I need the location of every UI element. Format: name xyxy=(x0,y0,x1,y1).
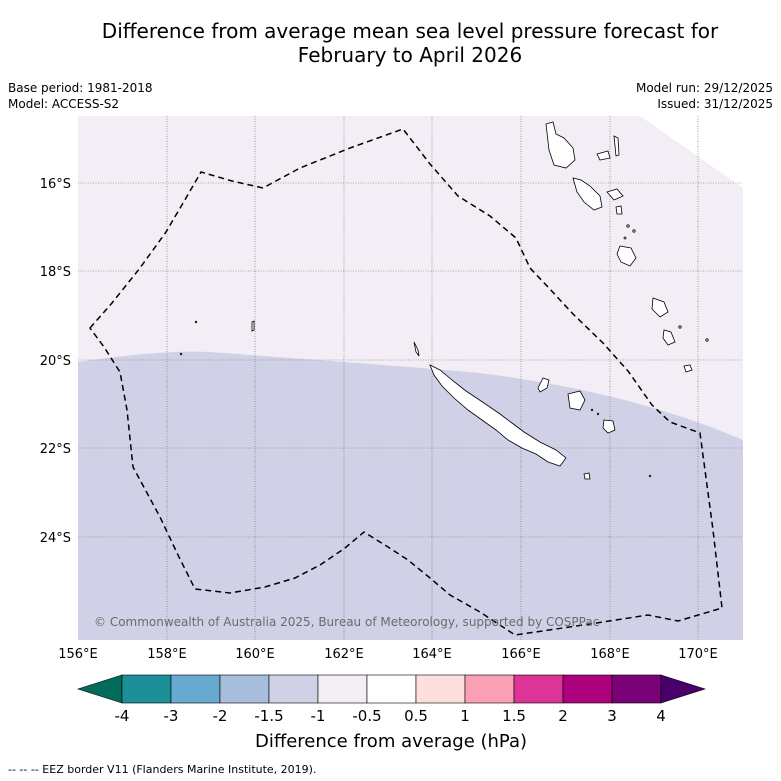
lat-tick: 22°S xyxy=(40,442,71,457)
colorbar-segment xyxy=(611,674,662,704)
lon-tick: 156°E xyxy=(58,647,98,662)
colorbar-tick: -4 xyxy=(115,707,130,725)
lat-tick: 16°S xyxy=(40,177,71,192)
colorbar-segment xyxy=(77,674,123,704)
island-ouvea xyxy=(537,377,550,393)
island-espiritu-santo xyxy=(545,121,576,169)
island-lifou xyxy=(567,390,586,411)
colorbar-tick: 3 xyxy=(607,707,617,725)
lat-tick: 20°S xyxy=(40,354,71,369)
colorbar-segment xyxy=(366,674,417,704)
lon-tick: 162°E xyxy=(324,647,364,662)
gridlines xyxy=(78,116,743,640)
colorbar-tick: -0.5 xyxy=(352,707,381,725)
island-chesterfield xyxy=(251,320,255,332)
model-name: Model: ACCESS-S2 xyxy=(8,97,120,111)
colorbar xyxy=(77,674,706,704)
lat-axis: 16°S 18°S 20°S 22°S 24°S xyxy=(40,177,71,546)
island-small-i xyxy=(590,408,594,412)
island-malo xyxy=(596,150,611,161)
colorbar-segment xyxy=(660,674,706,704)
island-erromango xyxy=(651,297,669,318)
island-small-h xyxy=(648,474,652,478)
colorbar-segment xyxy=(464,674,515,704)
colorbar-label: Difference from average (hPa) xyxy=(255,731,527,752)
island-efate xyxy=(616,245,637,267)
colorbar-segment xyxy=(121,674,172,704)
title-line-1: Difference from average mean sea level p… xyxy=(101,19,719,43)
island-belep xyxy=(413,341,420,357)
region-lower-field xyxy=(78,351,743,640)
island-malakula xyxy=(572,177,603,211)
colorbar-segment xyxy=(219,674,270,704)
lon-tick: 168°E xyxy=(590,647,630,662)
map-copyright: © Commonwealth of Australia 2025, Bureau… xyxy=(94,615,599,629)
lon-tick: 158°E xyxy=(147,647,187,662)
eez-border xyxy=(89,128,723,636)
lon-axis: 156°E 158°E 160°E 162°E 164°E 166°E 168°… xyxy=(58,647,718,662)
meta-right: Model run: 29/12/2025 Issued: 31/12/2025 xyxy=(636,80,773,112)
title-line-2: February to April 2026 xyxy=(297,43,523,67)
island-new-caledonia xyxy=(429,364,567,467)
island-epi xyxy=(615,205,623,215)
coastlines xyxy=(179,121,709,480)
colorbar-tick: 1.5 xyxy=(502,707,526,725)
meta-left: Base period: 1981-2018 Model: ACCESS-S2 xyxy=(8,80,153,112)
island-tanna xyxy=(662,329,676,346)
colorbar-tick: 4 xyxy=(656,707,666,725)
island-small-j xyxy=(596,412,600,416)
colorbar-tick: -1 xyxy=(311,707,326,725)
island-ambrym xyxy=(606,188,624,201)
colorbar-segment xyxy=(415,674,466,704)
island-small-g xyxy=(179,352,183,356)
colorbar-ticks: -4 -3 -2 -1.5 -1 -0.5 0.5 1 1.5 2 3 4 xyxy=(115,707,666,725)
colorbar-tick: 1 xyxy=(460,707,470,725)
colorbar-segment xyxy=(170,674,221,704)
island-small-e xyxy=(623,236,627,240)
colorbar-tick: 2 xyxy=(558,707,568,725)
island-small-c xyxy=(626,224,630,228)
island-small-a xyxy=(678,325,682,329)
colorbar-segment xyxy=(513,674,564,704)
lon-tick: 160°E xyxy=(235,647,275,662)
lat-tick: 24°S xyxy=(40,531,71,546)
island-mare xyxy=(602,419,616,434)
island-small-f xyxy=(194,320,198,324)
map-area: © Commonwealth of Australia 2025, Bureau… xyxy=(78,116,743,640)
chart-title: Difference from average mean sea level p… xyxy=(40,19,780,67)
island-isle-of-pines xyxy=(583,472,591,480)
lon-tick: 166°E xyxy=(501,647,541,662)
colorbar-tick: 0.5 xyxy=(404,707,428,725)
issued-date: Issued: 31/12/2025 xyxy=(657,97,773,111)
island-small-d xyxy=(632,229,636,233)
colorbar-tick: -3 xyxy=(164,707,179,725)
island-maewo xyxy=(613,135,620,157)
lat-tick: 18°S xyxy=(40,265,71,280)
colorbar-tick: -2 xyxy=(213,707,228,725)
region-white-corner xyxy=(640,116,743,188)
base-period: Base period: 1981-2018 xyxy=(8,81,153,95)
lon-tick: 164°E xyxy=(412,647,452,662)
island-aneityum xyxy=(683,364,693,373)
lon-tick: 170°E xyxy=(678,647,718,662)
model-run: Model run: 29/12/2025 xyxy=(635,81,773,95)
eez-legend: -- -- -- EEZ border V11 (Flanders Marine… xyxy=(8,763,317,776)
colorbar-segment xyxy=(268,674,319,704)
colorbar-tick: -1.5 xyxy=(254,707,283,725)
colorbar-segment xyxy=(317,674,368,704)
colorbar-segment xyxy=(562,674,613,704)
island-small-b xyxy=(705,338,709,342)
